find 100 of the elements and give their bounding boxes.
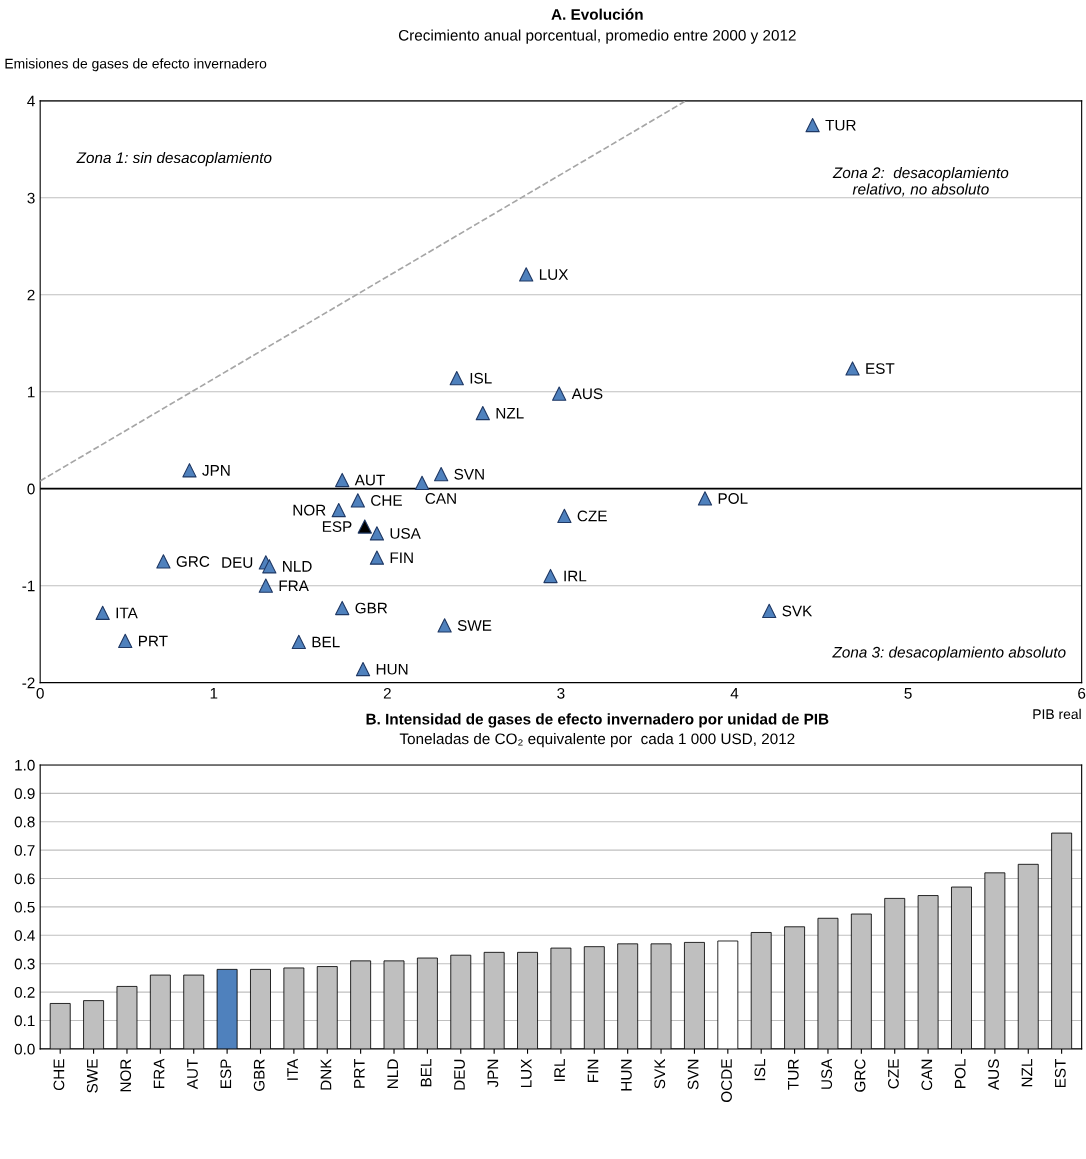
point [156, 554, 171, 569]
x-tick-label: POL [954, 1059, 966, 1088]
x-tick-label: ISL [754, 1059, 766, 1081]
point [350, 493, 365, 508]
x-tick-label: DNK [320, 1058, 332, 1090]
y-tick-label: 4 [27, 95, 35, 107]
y-tick-label: 1.0 [15, 759, 35, 771]
point [331, 502, 346, 518]
x-tick-label: CHE [53, 1059, 65, 1091]
x-tick-label: EST [1054, 1058, 1066, 1088]
point [543, 568, 558, 584]
annotation: JPN [202, 465, 230, 476]
x-tick-label: TUR [788, 1059, 799, 1090]
x-tick-label: SVN [687, 1059, 699, 1090]
x-tick-label: 0 [36, 687, 44, 699]
annotation: TUR [825, 119, 856, 131]
x-tick-label: DEU [454, 1059, 465, 1090]
annotation: CZE [577, 510, 607, 522]
annotation: ITA [116, 607, 138, 619]
point [697, 491, 713, 506]
y-tick-label: 3 [27, 192, 35, 204]
chart-title: A. Evolución [551, 8, 643, 20]
annotation: Zona 2: desacoplamiento relativo, no absoluto [832, 166, 1009, 197]
annotation: USA [390, 527, 421, 539]
point [434, 467, 449, 482]
point [805, 117, 820, 133]
x-tick-label: CZE [888, 1059, 899, 1089]
point [182, 463, 197, 478]
annotation: Zona 3: desacoplamiento absoluto [832, 646, 1066, 661]
y-tick-label: 0.6 [14, 873, 35, 885]
point [258, 578, 273, 593]
point [552, 386, 567, 401]
point [475, 405, 490, 421]
y-tick-label: 1 [27, 386, 35, 398]
chart-title: B. Intensidad de gases de efecto invernadero por unidad de PIB [366, 713, 829, 728]
annotation: SVK [782, 605, 813, 617]
x-tick-label: LUX [520, 1058, 532, 1088]
y-tick-label: 0.0 [14, 1043, 35, 1055]
y-tick-label: 0.3 [14, 958, 35, 970]
y-axis-title: Emisiones de gases de efecto invernadero [5, 58, 267, 72]
point [437, 618, 452, 633]
point [262, 559, 277, 574]
y-tick-label: 0.9 [14, 788, 35, 800]
x-tick-label: AUT [187, 1058, 198, 1090]
point [355, 661, 371, 677]
x-tick-label: ESP [220, 1059, 232, 1088]
y-tick-label: 0.2 [14, 986, 35, 998]
point [335, 600, 350, 616]
annotation: CHE [371, 495, 402, 506]
y-tick-label: 0.4 [14, 930, 35, 941]
point [357, 519, 372, 534]
y-tick-label: 0 [27, 483, 35, 495]
y-tick-label: -2 [22, 677, 35, 689]
x-tick-label: 5 [904, 688, 912, 699]
point [762, 603, 777, 619]
x-tick-label: AUS [988, 1059, 999, 1090]
x-tick-label: NZL [1021, 1059, 1033, 1087]
x-tick-label: 1 [210, 688, 218, 699]
annotation: FRA [279, 580, 309, 592]
x-tick-label: 4 [730, 688, 739, 699]
annotation: BEL [312, 636, 340, 648]
y-tick-label: 0.7 [14, 844, 35, 856]
x-tick-label: NOR [120, 1059, 132, 1092]
annotation: ISL [470, 372, 492, 384]
annotation: ESP [322, 521, 352, 533]
chart-subtitle: Crecimiento anual porcentual, promedio entre 2000 y 2012 [398, 29, 796, 44]
point [95, 605, 110, 620]
annotation: GRC [176, 556, 210, 567]
x-tick-label: JPN [487, 1059, 499, 1088]
x-tick-label: 3 [557, 687, 565, 699]
annotation: FIN [390, 552, 413, 563]
x-axis-title: PIB real [1033, 708, 1081, 720]
y-tick-label: 0.8 [14, 816, 35, 828]
annotation: IRL [564, 570, 587, 582]
annotation: HUN [376, 663, 408, 675]
annotation: LUX [539, 269, 569, 280]
x-tick-label: GBR [253, 1059, 265, 1091]
annotation: SWE [457, 620, 492, 631]
y-tick-label: 2 [27, 289, 35, 301]
x-tick-label: IRL [554, 1059, 565, 1081]
annotation: GBR [355, 602, 388, 614]
point [449, 371, 464, 386]
x-tick-label: ITA [287, 1058, 298, 1080]
annotation: CAN [425, 493, 456, 504]
x-tick-label: USA [821, 1058, 833, 1089]
x-tick-label: 6 [1078, 687, 1086, 699]
x-tick-label: BEL [420, 1059, 432, 1087]
point [335, 472, 350, 488]
annotation: NZL [496, 407, 524, 419]
x-tick-label: NLD [387, 1059, 398, 1088]
x-tick-label: HUN [621, 1059, 632, 1091]
point [845, 361, 860, 376]
x-tick-label: SVK [654, 1058, 666, 1089]
point [118, 633, 133, 649]
x-tick-label: FRA [153, 1058, 165, 1088]
annotation: AUS [571, 388, 603, 400]
annotation: AUT [354, 474, 385, 486]
annotation: DEU [222, 557, 253, 568]
x-tick-label: OCDE [721, 1059, 732, 1103]
annotation: Zona 1: sin desacoplamiento [76, 151, 272, 167]
